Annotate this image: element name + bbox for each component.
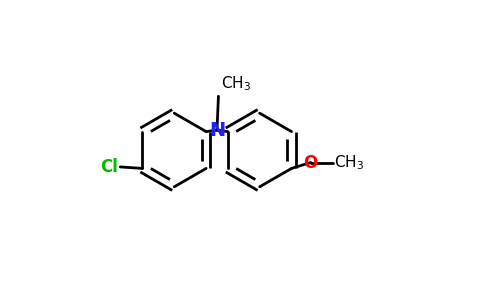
Text: CH$_3$: CH$_3$ xyxy=(221,75,251,93)
Text: O: O xyxy=(303,154,318,172)
Text: Cl: Cl xyxy=(100,158,118,176)
Text: N: N xyxy=(209,121,225,140)
Text: CH$_3$: CH$_3$ xyxy=(333,153,364,172)
